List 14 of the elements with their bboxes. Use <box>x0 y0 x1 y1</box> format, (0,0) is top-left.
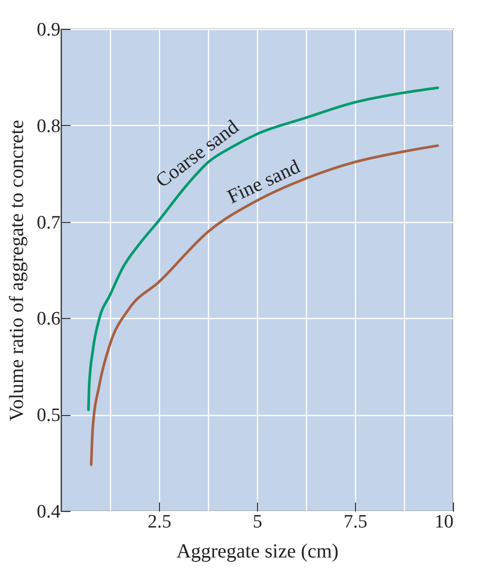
line-series <box>87 86 440 412</box>
x-tick-label: 10 <box>434 512 454 532</box>
text: Fine sand <box>224 156 304 208</box>
y-tick-label: 0.5 <box>36 405 60 426</box>
x-axis-title: Aggregate size (cm) <box>176 540 339 562</box>
x-tick-label: 7.5 <box>344 512 368 532</box>
y-tick-label: 0.9 <box>36 20 60 40</box>
y-tick-label: 0.7 <box>36 212 60 234</box>
y-tick-label: 0.6 <box>36 308 60 330</box>
y-tick-label: 0.8 <box>36 116 60 137</box>
y-tick-label: 0.4 <box>36 502 61 522</box>
x-tick-label: 5 <box>252 512 262 532</box>
y-axis-title: Volume ratio of aggregate to concrete <box>6 120 28 422</box>
x-tick-label: 2.5 <box>148 512 172 532</box>
